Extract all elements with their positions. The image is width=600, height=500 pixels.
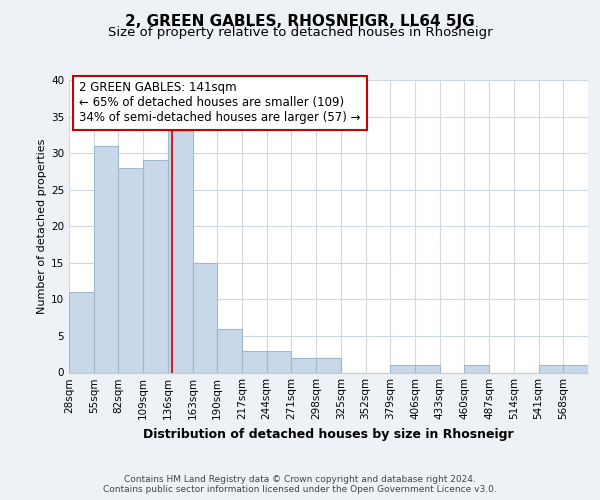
- Y-axis label: Number of detached properties: Number of detached properties: [37, 138, 47, 314]
- Bar: [94, 146, 118, 372]
- Bar: [242, 350, 267, 372]
- Bar: [193, 263, 217, 372]
- Text: 2, GREEN GABLES, RHOSNEIGR, LL64 5JG: 2, GREEN GABLES, RHOSNEIGR, LL64 5JG: [125, 14, 475, 29]
- Bar: [168, 131, 193, 372]
- Text: Size of property relative to detached houses in Rhosneigr: Size of property relative to detached ho…: [107, 26, 493, 39]
- Bar: [217, 328, 242, 372]
- Bar: [390, 365, 415, 372]
- Bar: [539, 365, 563, 372]
- X-axis label: Distribution of detached houses by size in Rhosneigr: Distribution of detached houses by size …: [143, 428, 514, 441]
- Bar: [118, 168, 143, 372]
- Bar: [563, 365, 588, 372]
- Text: 2 GREEN GABLES: 141sqm
← 65% of detached houses are smaller (109)
34% of semi-de: 2 GREEN GABLES: 141sqm ← 65% of detached…: [79, 82, 361, 124]
- Bar: [267, 350, 292, 372]
- Bar: [464, 365, 489, 372]
- Bar: [143, 160, 168, 372]
- Text: Contains HM Land Registry data © Crown copyright and database right 2024.
Contai: Contains HM Land Registry data © Crown c…: [103, 474, 497, 494]
- Bar: [415, 365, 440, 372]
- Bar: [316, 358, 341, 372]
- Bar: [69, 292, 94, 372]
- Bar: [292, 358, 316, 372]
